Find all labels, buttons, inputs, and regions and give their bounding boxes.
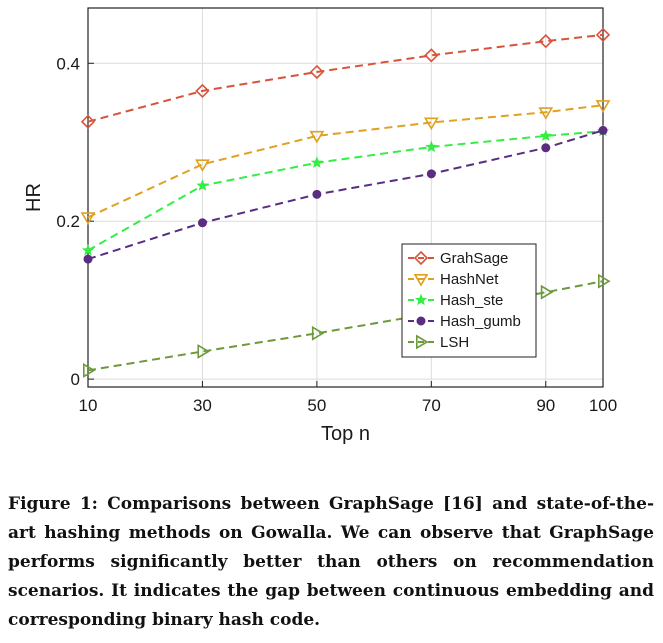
data-point <box>312 189 322 199</box>
legend-marker <box>415 334 429 350</box>
data-point <box>425 140 438 153</box>
legend-marker <box>413 273 429 287</box>
data-point <box>309 130 325 144</box>
x-tick-label: 30 <box>193 396 212 415</box>
y-tick-label: 0 <box>71 370 80 389</box>
data-point <box>80 212 96 225</box>
data-point <box>598 125 608 135</box>
data-point <box>424 48 439 63</box>
data-point <box>81 244 95 256</box>
series-line <box>87 280 604 372</box>
data-point <box>538 107 554 120</box>
legend-marker <box>416 316 426 326</box>
data-point <box>197 218 207 228</box>
x-tick-label: 90 <box>536 396 555 415</box>
legend-item: Hash_ste <box>408 292 503 309</box>
x-tick-label: 50 <box>307 396 326 415</box>
y-axis-label: HR <box>23 183 45 212</box>
data-point <box>309 64 325 80</box>
data-point <box>311 325 325 341</box>
series-hashnet <box>80 100 611 225</box>
data-point <box>83 254 93 264</box>
legend-marker <box>414 293 428 306</box>
data-point <box>196 179 209 191</box>
series-line <box>87 130 604 252</box>
data-point <box>540 284 554 300</box>
data-point <box>539 129 552 142</box>
data-point <box>80 114 96 129</box>
x-tick-label: 100 <box>589 396 617 415</box>
legend-label: LSH <box>440 334 469 351</box>
series-line <box>87 104 604 219</box>
data-point <box>197 344 211 359</box>
x-axis-label: Top n <box>321 423 370 445</box>
data-point <box>597 273 611 289</box>
legend: GrahSage HashNet Hash_ste Hash_gumb LSH <box>401 243 537 358</box>
data-point <box>83 363 96 378</box>
x-tick-label: 10 <box>79 396 98 415</box>
legend-item: HashNet <box>408 271 499 288</box>
legend-label: Hash_gumb <box>440 313 521 330</box>
legend-item: GrahSage <box>408 250 508 267</box>
series-grahsage <box>80 27 611 129</box>
line-chart: 10 30 50 70 90 100 0 0.2 0.4 Top n HR GrahSage Ha… <box>23 7 617 445</box>
data-point <box>423 117 439 131</box>
data-point <box>310 156 323 168</box>
legend-label: Hash_ste <box>440 292 503 309</box>
legend-label: HashNet <box>440 271 499 288</box>
legend-item: LSH <box>408 334 469 351</box>
legend-marker <box>413 250 429 266</box>
data-point <box>595 27 611 42</box>
series-hash-gumb <box>83 125 608 264</box>
series-line <box>87 33 604 123</box>
y-tick-label: 0.4 <box>56 54 80 73</box>
legend-item: Hash_gumb <box>408 313 521 330</box>
data-point <box>426 169 436 179</box>
data-point <box>195 159 210 172</box>
legend-box <box>401 243 537 358</box>
series-line <box>87 129 604 261</box>
y-tick-label: 0.2 <box>56 212 80 231</box>
data-point <box>195 83 210 99</box>
data-point <box>541 143 551 153</box>
series-group <box>80 27 611 378</box>
data-point <box>595 100 611 113</box>
axis-ticks: 10 30 50 70 90 100 0 0.2 0.4 <box>56 54 617 415</box>
figure-caption: Figure 1: Comparisons between GraphSage … <box>8 494 654 630</box>
legend-label: GrahSage <box>440 250 508 267</box>
series-hash-ste <box>81 124 610 256</box>
x-tick-label: 70 <box>422 396 441 415</box>
plot-area-frame <box>87 7 604 388</box>
data-point <box>538 34 553 49</box>
